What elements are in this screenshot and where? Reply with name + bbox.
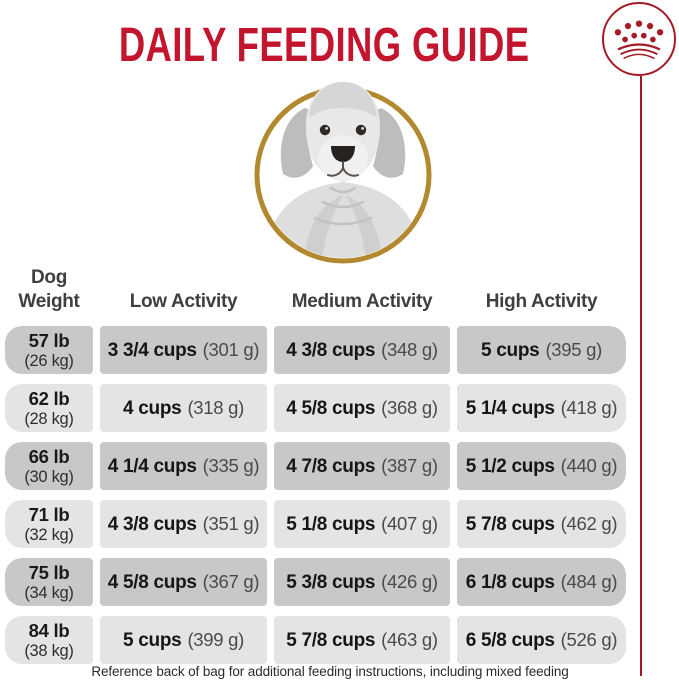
feeding-table: 57 lb (26 kg) 3 3/4 cups (301 g) 4 3/8 cu… bbox=[5, 326, 626, 674]
medium-activity-cell: 4 5/8 cups (368 g) bbox=[274, 384, 450, 432]
table-header-row: Dog Weight Low Activity Medium Activity … bbox=[5, 262, 626, 318]
grams-value: (526 g) bbox=[560, 628, 618, 650]
brand-logo-circle bbox=[602, 2, 676, 76]
cups-value: 5 1/8 cups bbox=[286, 513, 376, 535]
table-row: 84 lb (38 kg) 5 cups (399 g) 5 7/8 cups (4… bbox=[5, 616, 626, 664]
low-activity-cell: 4 1/4 cups (335 g) bbox=[100, 442, 267, 490]
brand-vertical-line bbox=[640, 76, 642, 676]
weight-kg: (34 kg) bbox=[24, 583, 74, 602]
grams-value: (335 g) bbox=[202, 454, 260, 476]
header-dog: Dog bbox=[30, 267, 68, 288]
grams-value: (462 g) bbox=[560, 512, 618, 534]
weight-cell: 84 lb (38 kg) bbox=[5, 616, 93, 664]
low-activity-cell: 4 5/8 cups (367 g) bbox=[100, 558, 267, 606]
cups-value: 4 5/8 cups bbox=[286, 397, 376, 419]
weight-kg: (30 kg) bbox=[24, 467, 74, 486]
high-activity-cell: 5 1/4 cups (418 g) bbox=[457, 384, 626, 432]
high-activity-cell: 6 1/8 cups (484 g) bbox=[457, 558, 626, 606]
low-activity-cell: 4 3/8 cups (351 g) bbox=[100, 500, 267, 548]
high-activity-cell: 5 7/8 cups (462 g) bbox=[457, 500, 626, 548]
medium-activity-cell: 5 1/8 cups (407 g) bbox=[274, 500, 450, 548]
cups-value: 5 1/4 cups bbox=[465, 397, 555, 419]
low-activity-cell: 4 cups (318 g) bbox=[100, 384, 267, 432]
grams-value: (301 g) bbox=[202, 338, 260, 360]
grams-value: (368 g) bbox=[381, 396, 438, 418]
grams-value: (463 g) bbox=[381, 628, 438, 650]
weight-cell: 62 lb (28 kg) bbox=[5, 384, 93, 432]
weight-kg: (32 kg) bbox=[24, 525, 74, 544]
low-activity-cell: 3 3/4 cups (301 g) bbox=[100, 326, 267, 374]
grams-value: (399 g) bbox=[187, 628, 244, 650]
grams-value: (348 g) bbox=[381, 338, 438, 360]
cups-value: 5 cups bbox=[123, 629, 182, 651]
footer-note: Reference back of bag for additional fee… bbox=[91, 664, 569, 679]
weight-lb: 66 lb bbox=[28, 445, 70, 467]
grams-value: (407 g) bbox=[381, 512, 438, 534]
high-activity-cell: 6 5/8 cups (526 g) bbox=[457, 616, 626, 664]
table-row: 57 lb (26 kg) 3 3/4 cups (301 g) 4 3/8 cu… bbox=[5, 326, 626, 374]
weight-cell: 57 lb (26 kg) bbox=[5, 326, 93, 374]
cups-value: 3 3/4 cups bbox=[107, 339, 197, 361]
high-activity-cell: 5 1/2 cups (440 g) bbox=[457, 442, 626, 490]
column-header-dog-weight: Dog Weight bbox=[5, 266, 93, 318]
weight-cell: 75 lb (34 kg) bbox=[5, 558, 93, 606]
table-row: 66 lb (30 kg) 4 1/4 cups (335 g) 4 7/8 cu… bbox=[5, 442, 626, 490]
table-row: 75 lb (34 kg) 4 5/8 cups (367 g) 5 3/8 cu… bbox=[5, 558, 626, 606]
medium-activity-cell: 4 3/8 cups (348 g) bbox=[274, 326, 450, 374]
grams-value: (395 g) bbox=[545, 338, 602, 360]
grams-value: (484 g) bbox=[560, 570, 618, 592]
high-activity-cell: 5 cups (395 g) bbox=[457, 326, 626, 374]
weight-kg: (38 kg) bbox=[24, 641, 74, 660]
cups-value: 4 1/4 cups bbox=[107, 455, 197, 477]
medium-activity-cell: 4 7/8 cups (387 g) bbox=[274, 442, 450, 490]
grams-value: (367 g) bbox=[202, 570, 260, 592]
weight-lb: 75 lb bbox=[28, 561, 70, 583]
medium-activity-cell: 5 7/8 cups (463 g) bbox=[274, 616, 450, 664]
dog-photo-medallion bbox=[243, 70, 443, 270]
cups-value: 6 5/8 cups bbox=[465, 629, 555, 651]
grams-value: (440 g) bbox=[560, 454, 618, 476]
cups-value: 5 7/8 cups bbox=[465, 513, 555, 535]
cups-value: 4 cups bbox=[123, 397, 182, 419]
cups-value: 5 1/2 cups bbox=[465, 455, 555, 477]
cups-value: 4 5/8 cups bbox=[107, 571, 197, 593]
cups-value: 5 3/8 cups bbox=[286, 571, 376, 593]
cups-value: 4 3/8 cups bbox=[286, 339, 376, 361]
weight-lb: 84 lb bbox=[28, 619, 70, 641]
weight-lb: 57 lb bbox=[28, 329, 70, 351]
cups-value: 6 1/8 cups bbox=[465, 571, 555, 593]
weight-lb: 71 lb bbox=[28, 503, 70, 525]
medium-activity-cell: 5 3/8 cups (426 g) bbox=[274, 558, 450, 606]
column-header-high-activity: High Activity bbox=[485, 291, 598, 312]
weight-cell: 71 lb (32 kg) bbox=[5, 500, 93, 548]
dog-portrait-icon bbox=[254, 82, 432, 264]
low-activity-cell: 5 cups (399 g) bbox=[100, 616, 267, 664]
grams-value: (418 g) bbox=[560, 396, 618, 418]
grams-value: (351 g) bbox=[202, 512, 260, 534]
cups-value: 5 7/8 cups bbox=[286, 629, 376, 651]
weight-cell: 66 lb (30 kg) bbox=[5, 442, 93, 490]
cups-value: 4 7/8 cups bbox=[286, 455, 376, 477]
table-row: 71 lb (32 kg) 4 3/8 cups (351 g) 5 1/8 cu… bbox=[5, 500, 626, 548]
grams-value: (387 g) bbox=[381, 454, 438, 476]
column-header-medium-activity: Medium Activity bbox=[291, 291, 433, 312]
grams-value: (426 g) bbox=[381, 570, 438, 592]
weight-lb: 62 lb bbox=[28, 387, 70, 409]
column-header-low-activity: Low Activity bbox=[129, 291, 238, 312]
header-weight: Weight bbox=[18, 291, 80, 312]
grams-value: (318 g) bbox=[187, 396, 244, 418]
weight-kg: (28 kg) bbox=[24, 409, 74, 428]
cups-value: 5 cups bbox=[481, 339, 540, 361]
weight-kg: (26 kg) bbox=[24, 351, 74, 370]
royal-canin-crown-icon bbox=[614, 20, 664, 59]
table-row: 62 lb (28 kg) 4 cups (318 g) 4 5/8 cups (3… bbox=[5, 384, 626, 432]
cups-value: 4 3/8 cups bbox=[107, 513, 197, 535]
page-title: DAILY FEEDING GUIDE bbox=[118, 19, 530, 72]
